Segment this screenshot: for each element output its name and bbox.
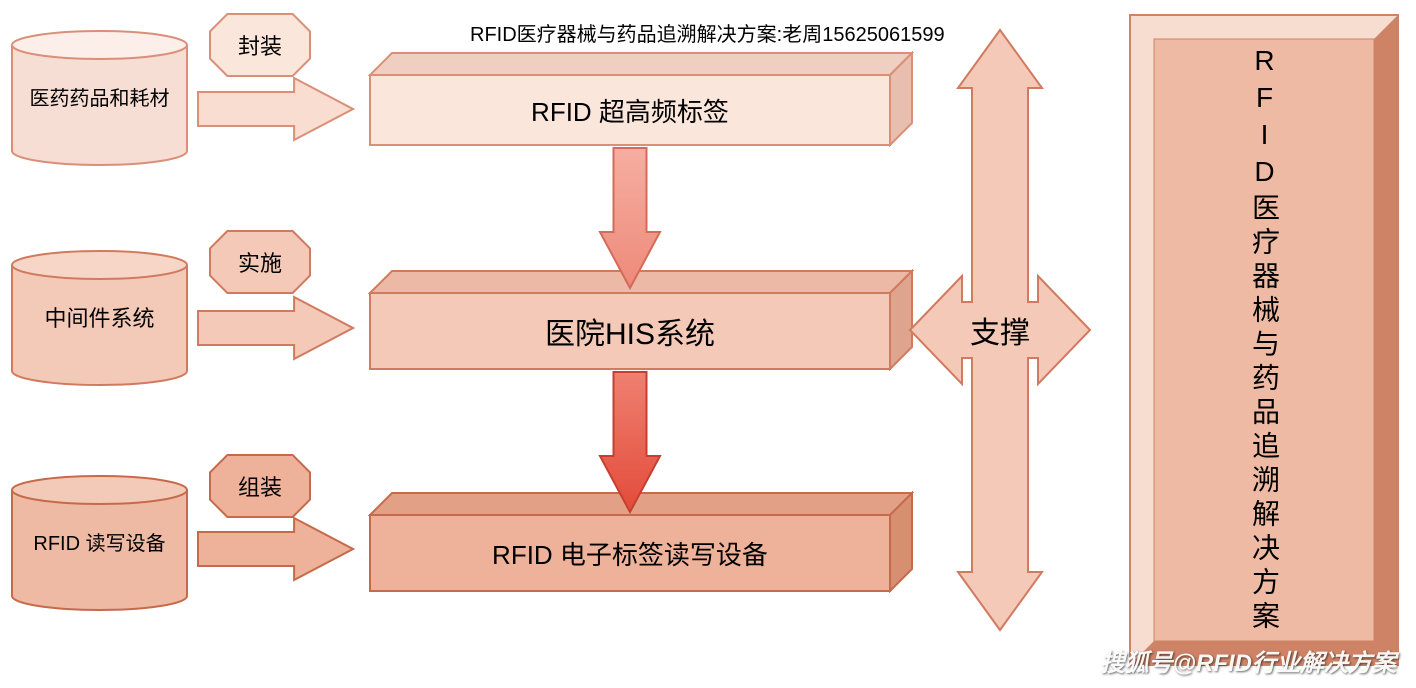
diagram-title: RFID医疗器械与药品追溯解决方案:老周15625061599 (470, 18, 945, 47)
arrow-right-icon (196, 295, 355, 361)
cylinder-label: 医药药品和耗材 (6, 67, 193, 127)
arrow-down-icon (598, 370, 662, 514)
watermark-text: 搜狐号@RFID行业解决方案 (1101, 643, 1396, 678)
arrow-down-icon (598, 146, 662, 290)
box3d-label: RFID 超高频标签 (370, 75, 890, 145)
octagon-label: 组装 (210, 455, 310, 517)
arrow-right-icon (196, 76, 355, 142)
box3d-label: 医院HIS系统 (370, 293, 890, 369)
arrow-right-icon (196, 516, 355, 582)
cylinder-label: RFID 读写设备 (6, 512, 193, 572)
box3d-label: RFID 电子标签读写设备 (370, 515, 890, 591)
octagon-label: 实施 (210, 231, 310, 293)
right-panel-label: RFID医疗器械与药品追溯解决方案 (1154, 39, 1374, 641)
octagon-label: 封装 (210, 14, 310, 76)
quad-arrow-label: 支撑 (950, 306, 1050, 354)
cylinder-label: 中间件系统 (6, 287, 193, 347)
